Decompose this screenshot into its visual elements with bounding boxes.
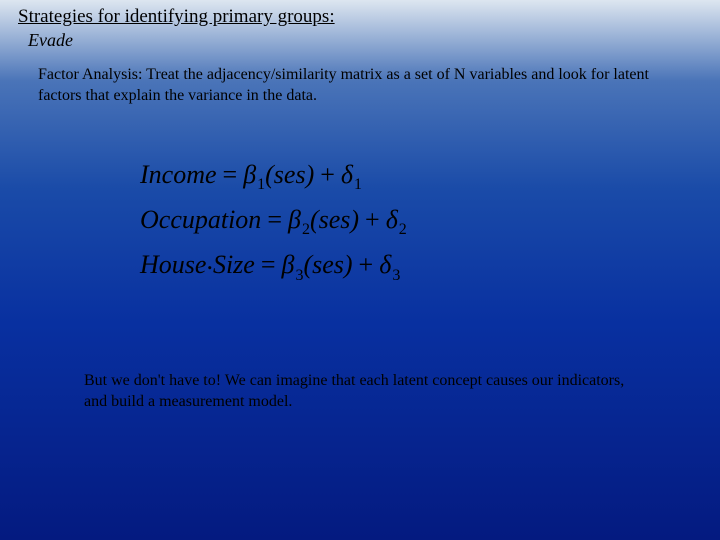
- eq3-arg: (ses): [303, 250, 352, 279]
- eq1-arg: (ses): [265, 160, 314, 189]
- eq1-lhs: Income: [140, 160, 217, 189]
- eq2-arg: (ses): [310, 205, 359, 234]
- equation-1: Income=β1(ses)+δ1: [140, 153, 710, 198]
- eq2-lhs: Occupation: [140, 205, 261, 234]
- equation-2: Occupation=β2(ses)+δ2: [140, 198, 710, 243]
- eq1-bidx: 1: [256, 176, 265, 193]
- equation-block: Income=β1(ses)+δ1 Occupation=β2(ses)+δ2 …: [140, 153, 710, 289]
- eq1-delta: δ: [341, 160, 353, 189]
- slide-bottom-text: But we don't have to! We can imagine tha…: [84, 371, 636, 413]
- eq2-didx: 2: [398, 221, 407, 238]
- eq2-delta: δ: [386, 205, 398, 234]
- eq3-didx: 3: [391, 267, 400, 284]
- eq3-beta: β: [282, 250, 295, 279]
- eq3-lhs: House: [140, 250, 206, 279]
- eq1-beta: β: [243, 160, 256, 189]
- eq2-beta: β: [288, 205, 301, 234]
- slide-subtitle: Evade: [28, 30, 710, 51]
- eq3-lhs2: Size: [213, 250, 255, 279]
- eq3-delta: δ: [379, 250, 391, 279]
- equation-3: House.Size=β3(ses)+δ3: [140, 243, 710, 288]
- slide-title: Strategies for identifying primary group…: [18, 6, 710, 28]
- eq1-didx: 1: [353, 176, 362, 193]
- eq2-bidx: 2: [301, 221, 310, 238]
- slide: Strategies for identifying primary group…: [0, 0, 720, 540]
- slide-description: Factor Analysis: Treat the adjacency/sim…: [38, 65, 682, 107]
